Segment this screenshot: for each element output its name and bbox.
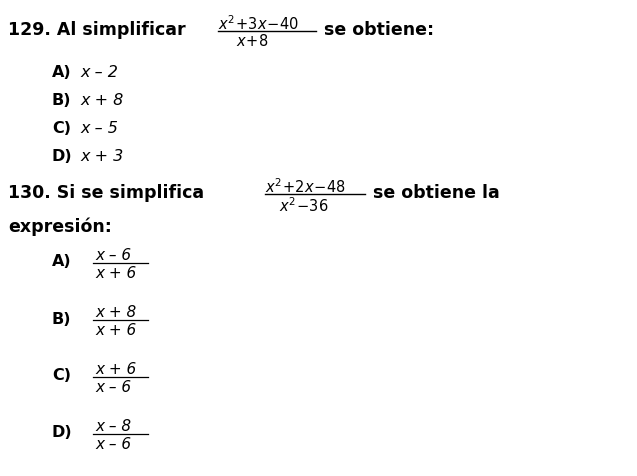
Text: se obtiene la: se obtiene la xyxy=(373,184,500,201)
Text: se obtiene:: se obtiene: xyxy=(324,21,434,39)
Text: A): A) xyxy=(52,65,71,80)
Text: $x^2\!+\! 2x\!-\!48$: $x^2\!+\! 2x\!-\!48$ xyxy=(265,177,346,195)
Text: 129. Al simplificar: 129. Al simplificar xyxy=(8,21,185,39)
Text: B): B) xyxy=(52,311,71,326)
Text: x + 6: x + 6 xyxy=(95,361,136,376)
Text: x – 2: x – 2 xyxy=(80,65,118,80)
Text: x + 6: x + 6 xyxy=(95,322,136,337)
Text: x + 3: x + 3 xyxy=(80,149,123,164)
Text: x + 8: x + 8 xyxy=(80,93,123,108)
Text: C): C) xyxy=(52,368,71,383)
Text: x – 5: x – 5 xyxy=(80,121,118,136)
Text: x – 8: x – 8 xyxy=(95,418,131,433)
Text: 130. Si se simplifica: 130. Si se simplifica xyxy=(8,184,204,201)
Text: expresión:: expresión: xyxy=(8,218,112,236)
Text: x – 6: x – 6 xyxy=(95,248,131,262)
Text: $x^2\!-\!36$: $x^2\!-\!36$ xyxy=(279,196,329,214)
Text: A): A) xyxy=(52,254,71,269)
Text: $x^2\!+\!3x\!-\!40$: $x^2\!+\!3x\!-\!40$ xyxy=(218,14,299,33)
Text: C): C) xyxy=(52,121,71,136)
Text: $x\!+\!8$: $x\!+\!8$ xyxy=(236,33,269,49)
Text: D): D) xyxy=(52,425,73,439)
Text: x + 6: x + 6 xyxy=(95,266,136,280)
Text: x – 6: x – 6 xyxy=(95,436,131,451)
Text: B): B) xyxy=(52,93,71,108)
Text: x + 8: x + 8 xyxy=(95,304,136,319)
Text: x – 6: x – 6 xyxy=(95,379,131,394)
Text: D): D) xyxy=(52,149,73,164)
